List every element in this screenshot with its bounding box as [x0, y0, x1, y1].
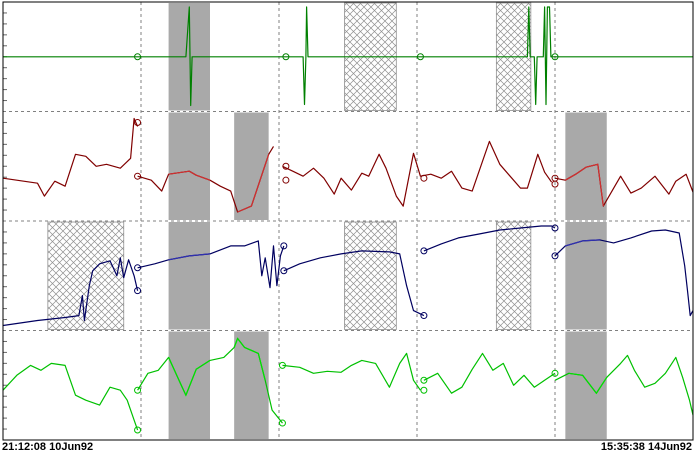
panel-2-series-in-gap — [168, 170, 211, 181]
panel-4-series-line — [2, 362, 139, 431]
panel-4-series-line — [423, 352, 556, 394]
panel-1-series-line — [3, 6, 693, 107]
panel-3-data-gap — [565, 222, 607, 330]
time-axis-start-label: 21:12:08 10Jun92 — [2, 441, 94, 453]
panel-4-series-in-gap — [233, 337, 266, 381]
panel-3-hatched-region — [344, 221, 397, 330]
time-axis-end-label: 15:35:38 14Jun92 — [600, 441, 692, 453]
panel-1-gap-marker — [551, 53, 559, 61]
panel-2-gap-marker — [282, 176, 290, 184]
panel-4-gap-marker — [278, 361, 286, 369]
panel-4-gap-marker — [420, 386, 428, 394]
panel-3-series-line — [283, 250, 425, 317]
panel-2-series-in-gap — [565, 163, 604, 207]
panel-3-gap-marker — [420, 247, 428, 255]
panel-3-gap-marker — [134, 287, 142, 295]
panel-3-gap-marker — [551, 252, 559, 260]
panel-2-data-gap — [168, 112, 210, 220]
panel-3-series-line — [137, 240, 285, 289]
panel-4-gap-marker — [551, 369, 559, 377]
panel-4-gap-marker — [278, 419, 286, 427]
panel-3-series-in-gap — [168, 253, 211, 261]
panel-2-gap-marker — [420, 174, 428, 182]
panel-4-gap-marker — [134, 426, 142, 434]
panel-2-data-gap — [234, 112, 269, 220]
panel-2-series-in-gap — [237, 154, 270, 213]
panel-3-series-in-gap — [565, 239, 600, 247]
panel-3-gap-marker — [280, 267, 288, 275]
panel-3-series-line — [2, 257, 139, 327]
panel-3-gap-marker — [134, 264, 142, 272]
panel-3-gap-marker — [280, 242, 288, 250]
panel-1-gap-marker — [416, 53, 424, 61]
panel-3-data-gap — [168, 222, 210, 330]
panel-4-data-gap — [234, 331, 269, 439]
panel-2-gap-marker — [551, 174, 559, 182]
panel-2-series-line — [282, 140, 553, 207]
panel-1-gap-marker — [282, 53, 290, 61]
panel-4-gap-marker — [420, 376, 428, 384]
panel-4-series-in-gap — [168, 357, 211, 397]
panel-2-data-gap — [565, 112, 607, 220]
panel-1-gap-marker — [134, 53, 142, 61]
panel-3-gap-marker — [551, 224, 559, 232]
plot-frame — [2, 1, 694, 441]
panel-3-series-line — [423, 225, 556, 252]
panel-4-gap-marker — [134, 386, 142, 394]
panel-2-gap-marker — [134, 172, 142, 180]
panel-3-hatched-region — [495, 221, 532, 330]
panel-4-series-in-gap — [568, 372, 608, 395]
panel-2-gap-marker — [282, 162, 290, 170]
panel-2-gap-marker — [134, 118, 142, 126]
panel-4-data-gap — [565, 331, 607, 439]
panel-3-gap-marker — [420, 312, 428, 320]
panel-4-series-line — [282, 352, 421, 391]
panel-2-series-line — [2, 117, 139, 197]
